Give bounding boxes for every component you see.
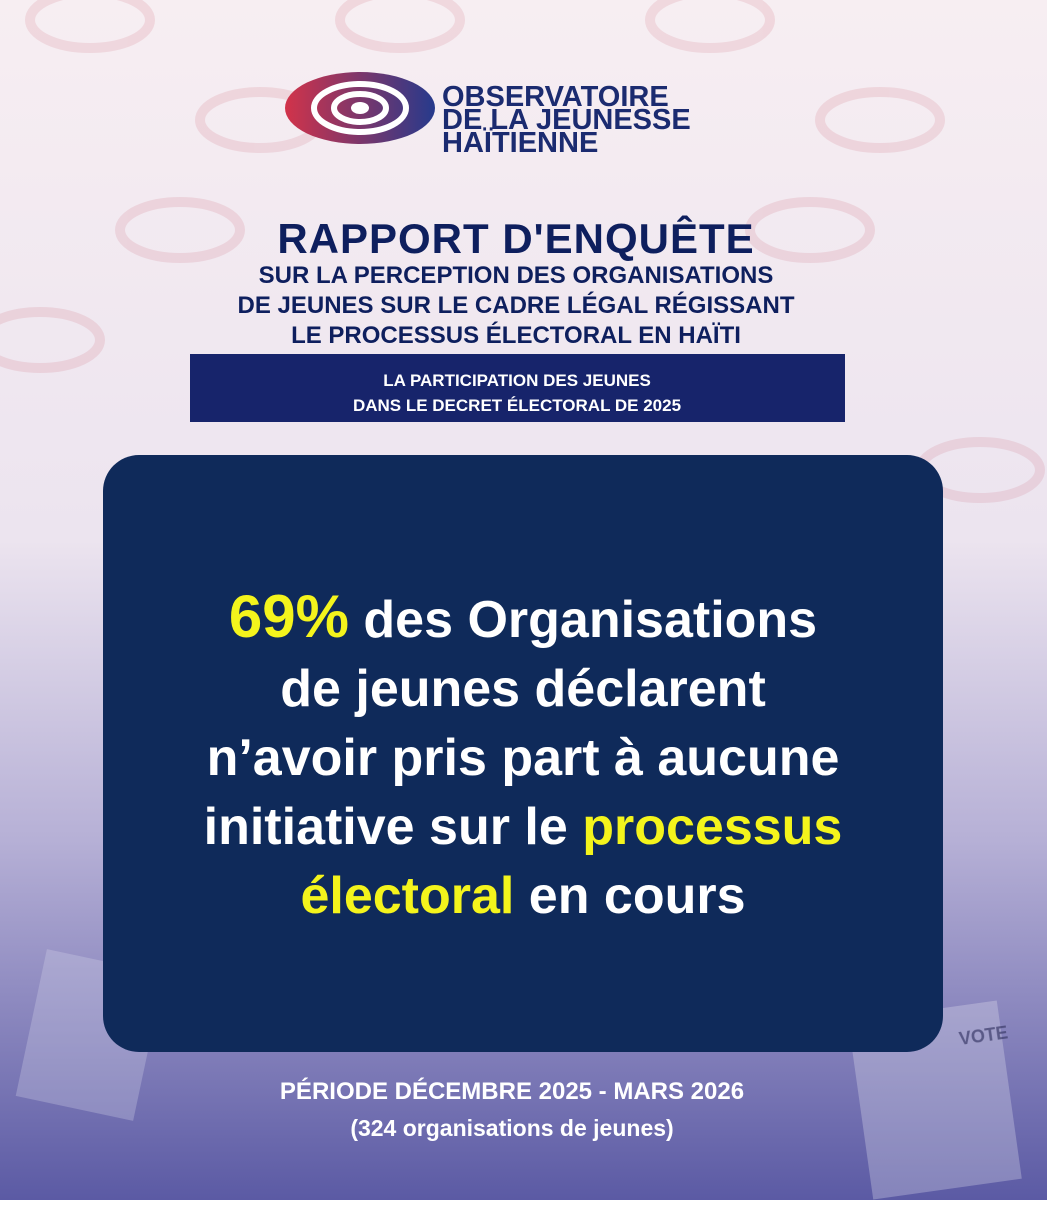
highlight-text: processus (582, 798, 842, 856)
highlight-text: électoral (300, 867, 514, 925)
banner-text: DANS LE DECRET ÉLECTORAL DE 2025 (353, 396, 681, 415)
statement-line: 69% des Organisations (229, 583, 817, 650)
statement-text: n’avoir pris part à aucune (207, 729, 840, 787)
statement-line: initiative sur le processus (204, 798, 843, 856)
statement-line: de jeunes déclarent (280, 660, 766, 718)
statement-line: n’avoir pris part à aucune (207, 729, 840, 787)
statement-line: électoral en cours (300, 867, 745, 925)
statement-text: en cours (514, 867, 745, 925)
statement-text: de jeunes déclarent (280, 660, 766, 718)
banner (190, 354, 845, 422)
title: RAPPORT D'ENQUÊTE (277, 214, 754, 262)
logo-eye (285, 72, 435, 144)
logo-text: HAÏTIENNE (442, 126, 598, 159)
subtitle: SUR LA PERCEPTION DES ORGANISATIONS (259, 262, 774, 289)
statement-text: des Organisations (349, 591, 817, 649)
banner-text: LA PARTICIPATION DES JEUNES (383, 371, 651, 390)
footer-sample: (324 organisations de jeunes) (350, 1115, 673, 1141)
logo-text: OBSERVATOIRE (442, 81, 669, 113)
statement-text: initiative sur le (204, 798, 583, 856)
statement-box (103, 455, 943, 1052)
statement: 69% des Organisations de jeunes déclarent… (204, 583, 843, 925)
footer-period: PÉRIODE DÉCEMBRE 2025 - MARS 2026 (280, 1077, 744, 1105)
subtitle: LE PROCESSUS ÉLECTORAL EN HAÏTI (291, 321, 741, 349)
subtitle: DE JEUNES SUR LE CADRE LÉGAL RÉGISSANT (238, 291, 795, 319)
highlight-text: 69% (229, 583, 349, 650)
logo-text: DE LA JEUNESSE (442, 104, 691, 136)
